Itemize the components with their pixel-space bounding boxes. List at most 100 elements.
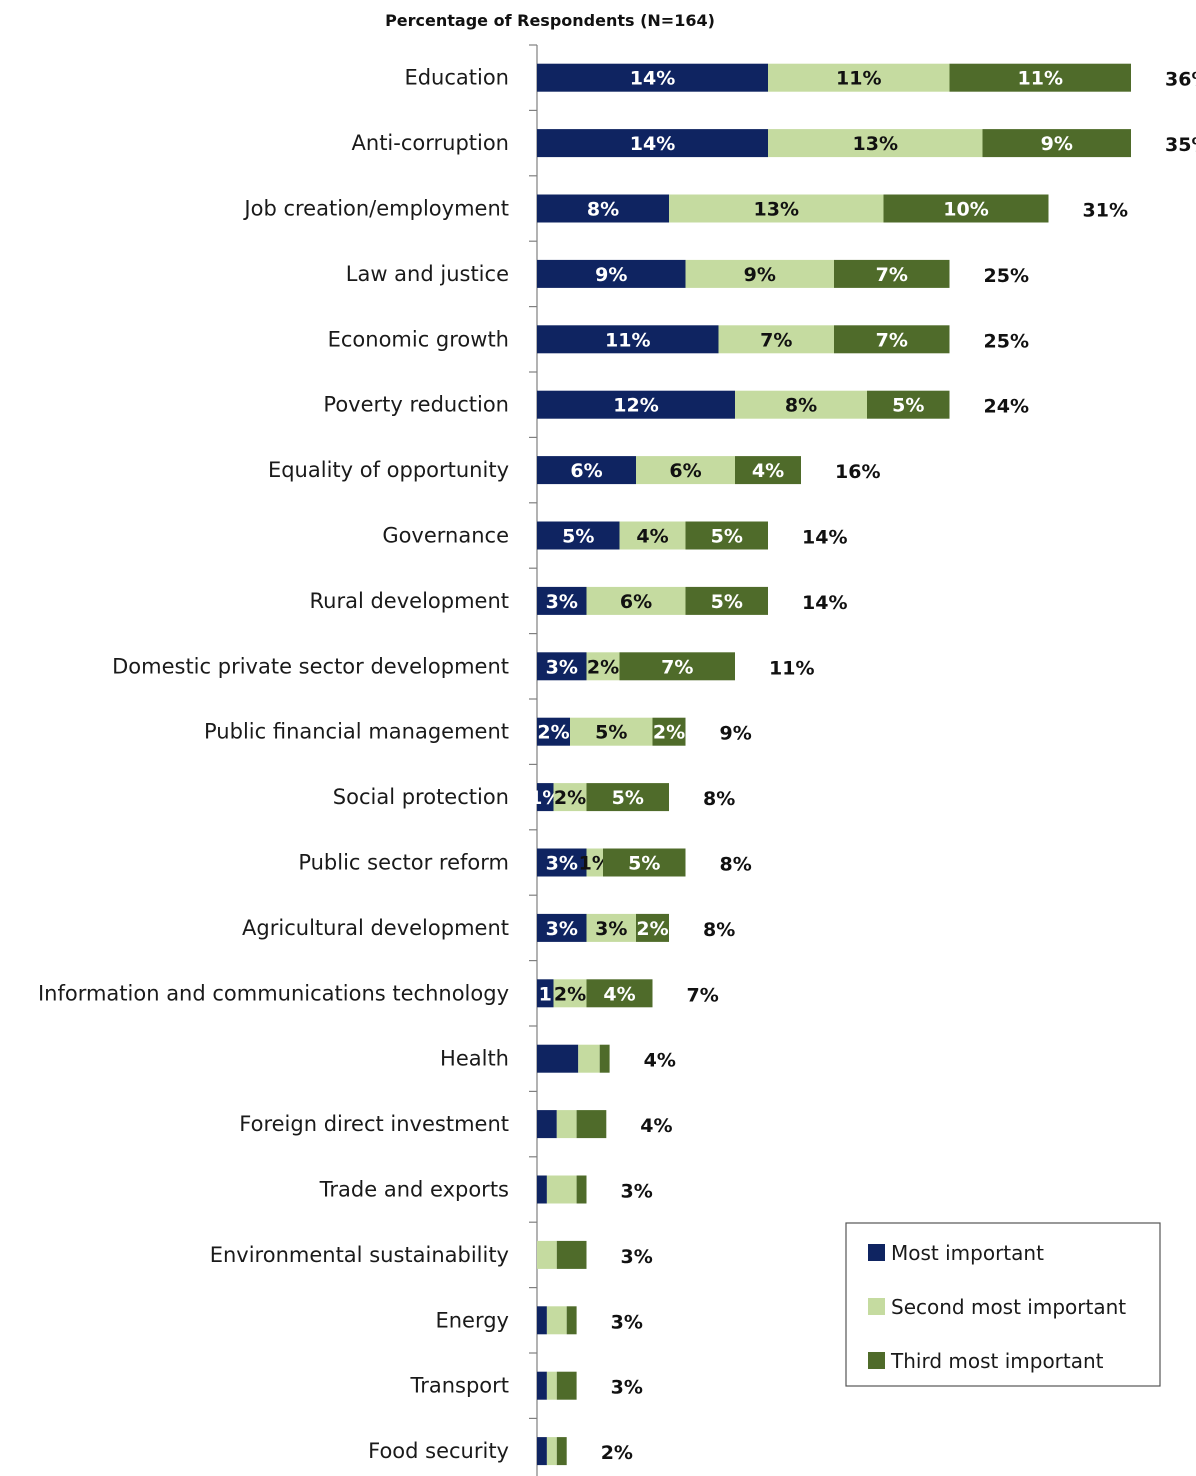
segment-label: 11% <box>836 68 881 90</box>
bar-segment <box>537 1044 579 1073</box>
bar-segment <box>537 63 768 92</box>
segment-label: 11% <box>605 329 650 351</box>
segment-label: 13% <box>853 133 898 155</box>
segment-label: 14% <box>630 133 675 155</box>
bar-segment <box>636 913 669 942</box>
bar-segments: 14% 11% 11%14% 13% 9%8% 13% 10%9% 9% 7%11% 7% 7%12… <box>529 63 1131 1466</box>
bar-segment <box>556 1437 567 1466</box>
legend: Most important Second most important Third… <box>845 1222 1161 1387</box>
segment-label: 8% <box>785 395 817 417</box>
bar-segment <box>537 1175 547 1204</box>
total-label: 16% <box>835 461 880 483</box>
total-label: 2% <box>601 1442 633 1464</box>
legend-label: Third most important <box>890 1349 1104 1373</box>
category-label: Agricultural development <box>242 916 509 940</box>
legend-box <box>845 1222 1161 1387</box>
bar-segment <box>685 259 834 288</box>
category-axis <box>529 44 538 1476</box>
total-label: 24% <box>984 396 1029 418</box>
category-label: Equality of opportunity <box>268 458 509 482</box>
category-label: Job creation/employment <box>242 197 509 221</box>
segment-label: 10% <box>943 199 988 221</box>
bar-segment <box>537 1240 557 1269</box>
total-labels: 36% 35% 31% 25% 25% 24% 16% 14% 14% 11% 9% 8% 8% 8% 7%… <box>601 69 1196 1464</box>
bar-segment <box>619 521 686 550</box>
total-label: 3% <box>621 1181 653 1203</box>
category-label: Public financial management <box>204 720 509 744</box>
segment-label: 3% <box>546 853 578 875</box>
segment-label: 3% <box>546 591 578 613</box>
bar-segment <box>553 783 587 812</box>
segment-label: 3% <box>546 918 578 940</box>
segment-label: 3% <box>546 656 578 678</box>
bar-segment <box>834 259 950 288</box>
total-label: 31% <box>1083 200 1128 222</box>
total-label: 25% <box>984 330 1029 352</box>
category-label: Social protection <box>333 785 509 809</box>
bar-segment <box>537 783 554 812</box>
bar-segment <box>570 717 653 746</box>
segment-label: 14% <box>630 68 675 90</box>
bar-segment <box>768 129 983 158</box>
segment-label: 9% <box>744 264 776 286</box>
segment-label: 1% <box>579 853 611 875</box>
segment-label: 2% <box>587 656 619 678</box>
bar-segment <box>546 1437 557 1466</box>
segment-label: 6% <box>669 460 701 482</box>
segment-label: 2% <box>537 722 569 744</box>
bar-segment <box>537 129 768 158</box>
total-label: 3% <box>611 1377 643 1399</box>
bar-segment <box>537 456 636 485</box>
bar-segment <box>566 1306 577 1335</box>
bar-segment <box>652 717 686 746</box>
legend-swatch <box>868 1244 885 1261</box>
segment-label: 2% <box>554 983 586 1005</box>
category-label: Anti-corruption <box>352 131 509 155</box>
total-label: 8% <box>703 788 735 810</box>
bar-segment <box>619 652 735 681</box>
total-label: 11% <box>769 657 814 679</box>
category-label: Poverty reduction <box>323 393 509 417</box>
segment-label: 12% <box>613 395 658 417</box>
segment-label: 5% <box>595 722 627 744</box>
segment-label: 1% <box>529 787 561 809</box>
bar-segment <box>546 1371 557 1400</box>
category-label: Foreign direct investment <box>239 1112 509 1136</box>
segment-label: 11% <box>1018 68 1063 90</box>
segment-label: 7% <box>760 329 792 351</box>
bar-segment <box>537 325 719 354</box>
category-label: Environmental sustainability <box>210 1243 509 1267</box>
bar-segment <box>834 325 950 354</box>
legend-label: Most important <box>891 1241 1044 1265</box>
total-label: 9% <box>720 723 752 745</box>
total-label: 14% <box>802 592 847 614</box>
bar-segment <box>735 390 867 419</box>
bar-segment <box>537 586 587 615</box>
bar-segment <box>546 1175 577 1204</box>
bar-segment <box>603 848 686 877</box>
bar-segment <box>949 63 1131 92</box>
segment-label: 2% <box>636 918 668 940</box>
segment-label: 5% <box>711 591 743 613</box>
segment-label: 5% <box>628 853 660 875</box>
category-label: Economic growth <box>328 327 509 351</box>
category-label: Public sector reform <box>298 851 509 875</box>
bar-segment <box>586 783 669 812</box>
segment-label: 2% <box>554 787 586 809</box>
total-label: 4% <box>644 1050 676 1072</box>
segment-label: 6% <box>620 591 652 613</box>
category-label: Rural development <box>310 589 510 613</box>
segment-label: 7% <box>661 656 693 678</box>
segment-label: 13% <box>754 199 799 221</box>
segment-label: 3% <box>595 918 627 940</box>
segment-label: 6% <box>570 460 602 482</box>
bar-segment <box>537 913 587 942</box>
bar-segment <box>576 1110 607 1139</box>
bar-segment <box>982 129 1131 158</box>
total-label: 36% <box>1165 69 1196 91</box>
bar-segment <box>537 194 669 223</box>
segment-label: 4% <box>636 526 668 548</box>
bar-segment <box>718 325 834 354</box>
bar-segment <box>599 1044 610 1073</box>
